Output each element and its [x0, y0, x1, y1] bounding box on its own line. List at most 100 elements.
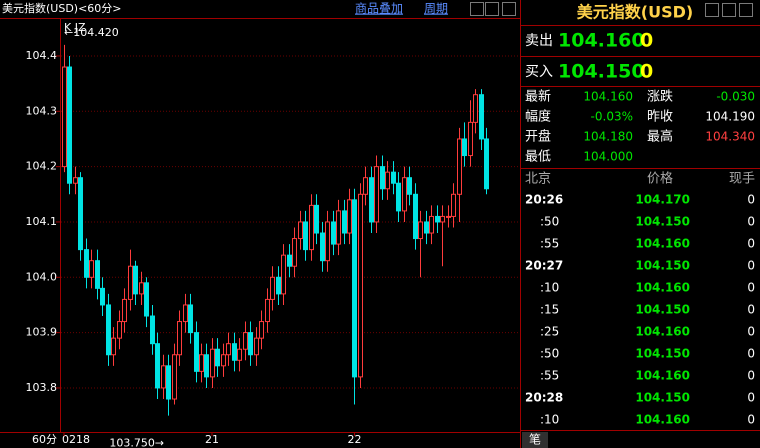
candle-body — [287, 254, 292, 267]
tick-cell: 104.160 — [635, 369, 690, 383]
x-tick-label: 21 — [205, 433, 219, 446]
candle-body — [183, 304, 188, 323]
buy-qty: 0 — [640, 61, 653, 83]
candle-body — [451, 193, 456, 217]
tick-cell: :55 — [540, 237, 559, 251]
tick-cell: :50 — [540, 215, 559, 229]
indicator-label: K JZ — [64, 21, 86, 34]
tick-cell: 0 — [747, 215, 755, 229]
candle-body — [292, 238, 297, 267]
candle-body — [117, 321, 122, 339]
candle-body — [424, 221, 429, 234]
tick-cell: :55 — [540, 369, 559, 383]
stat-label: 涨跌 — [647, 89, 673, 105]
candle-body — [325, 221, 330, 262]
period-label: 60分 — [32, 433, 57, 446]
candle-body — [314, 204, 319, 234]
tick-cell: 0 — [747, 237, 755, 251]
tick-cell: 104.170 — [635, 193, 690, 207]
icon-b[interactable] — [722, 3, 736, 17]
chart-header-title: 美元指数(USD)<60分> — [2, 1, 122, 15]
icon-a[interactable] — [705, 3, 719, 17]
candle-body — [177, 321, 182, 356]
candle-body — [89, 260, 94, 278]
tick-cell: 104.150 — [635, 259, 690, 273]
candle-body — [122, 298, 127, 323]
candle-body — [226, 343, 231, 356]
annotation: ←104.420 — [64, 26, 119, 39]
sell-qty: 0 — [640, 30, 653, 52]
overlay-button[interactable]: 商品叠加 — [355, 1, 403, 16]
tick-header: 价格 — [647, 171, 673, 187]
candle-body — [161, 365, 166, 389]
tick-cell: 0 — [747, 369, 755, 383]
toolbar-icons — [470, 2, 753, 17]
y-tick-label: 103.8 — [26, 381, 58, 394]
y-tick-label: 103.9 — [26, 326, 58, 339]
tick-cell: 0 — [747, 413, 755, 427]
icon-right[interactable] — [485, 2, 499, 16]
tick-cell: 104.150 — [635, 391, 690, 405]
candle-body — [457, 138, 462, 195]
icon-menu[interactable] — [502, 2, 516, 16]
tick-cell: 0 — [747, 325, 755, 339]
candle-body — [243, 332, 248, 350]
candle-body — [342, 210, 347, 234]
y-tick-label: 104.3 — [26, 104, 58, 117]
candle-body — [462, 138, 467, 157]
annotation: 103.750→ — [109, 437, 164, 448]
tick-cell: 104.150 — [635, 303, 690, 317]
tick-cell: 0 — [747, 303, 755, 317]
stat-value: -0.030 — [716, 90, 755, 104]
candle-body — [303, 221, 308, 251]
tab[interactable] — [522, 432, 548, 448]
y-tick-label: 104.0 — [26, 270, 58, 283]
stat-label: 最新 — [525, 89, 551, 105]
footer-tab[interactable]: 笔 — [529, 432, 541, 447]
candle-body — [172, 354, 177, 400]
candle-body — [446, 215, 451, 218]
tick-cell: 20:28 — [525, 391, 563, 405]
candle-body — [106, 304, 111, 356]
buy-label: 买入 — [525, 64, 553, 80]
y-tick-label: 104.1 — [26, 215, 58, 228]
candle-body — [402, 177, 407, 212]
candle-body — [270, 276, 275, 300]
quote-title: 美元指数(USD) — [577, 3, 693, 22]
stat-value: 104.180 — [583, 130, 633, 144]
candle-body — [358, 193, 363, 378]
candle-body — [435, 215, 440, 223]
candle-body — [210, 348, 215, 378]
stat-label: 开盘 — [525, 129, 551, 145]
icon-close[interactable] — [739, 3, 753, 17]
tick-cell: :10 — [540, 281, 559, 295]
candle-body — [265, 298, 270, 323]
candle-body — [484, 138, 489, 190]
candle-body — [347, 199, 352, 234]
candle-body — [155, 343, 160, 389]
tick-cell: 104.160 — [635, 413, 690, 427]
tick-cell: :10 — [540, 413, 559, 427]
icon-left[interactable] — [470, 2, 484, 16]
candle-body — [62, 66, 67, 168]
candle-body — [95, 260, 100, 289]
y-tick-label: 104.4 — [26, 49, 58, 62]
candle-body — [166, 365, 171, 400]
x-tick-label: 0218 — [62, 433, 90, 446]
candle-body — [237, 348, 242, 361]
tick-cell: 20:27 — [525, 259, 563, 273]
stat-label: 最高 — [647, 129, 673, 145]
tick-cell: 104.160 — [635, 237, 690, 251]
buy-price: 104.150 — [558, 61, 645, 83]
tick-cell: 104.150 — [635, 347, 690, 361]
sell-price: 104.160 — [558, 30, 645, 52]
candle-body — [363, 177, 368, 195]
period-button[interactable]: 周期 — [424, 2, 448, 16]
candle-body — [232, 343, 237, 361]
tick-cell: 104.160 — [635, 325, 690, 339]
tick-cell: 0 — [747, 391, 755, 405]
tick-header: 北京 — [525, 172, 551, 187]
candle-body — [144, 282, 149, 317]
tick-cell: 104.160 — [635, 281, 690, 295]
